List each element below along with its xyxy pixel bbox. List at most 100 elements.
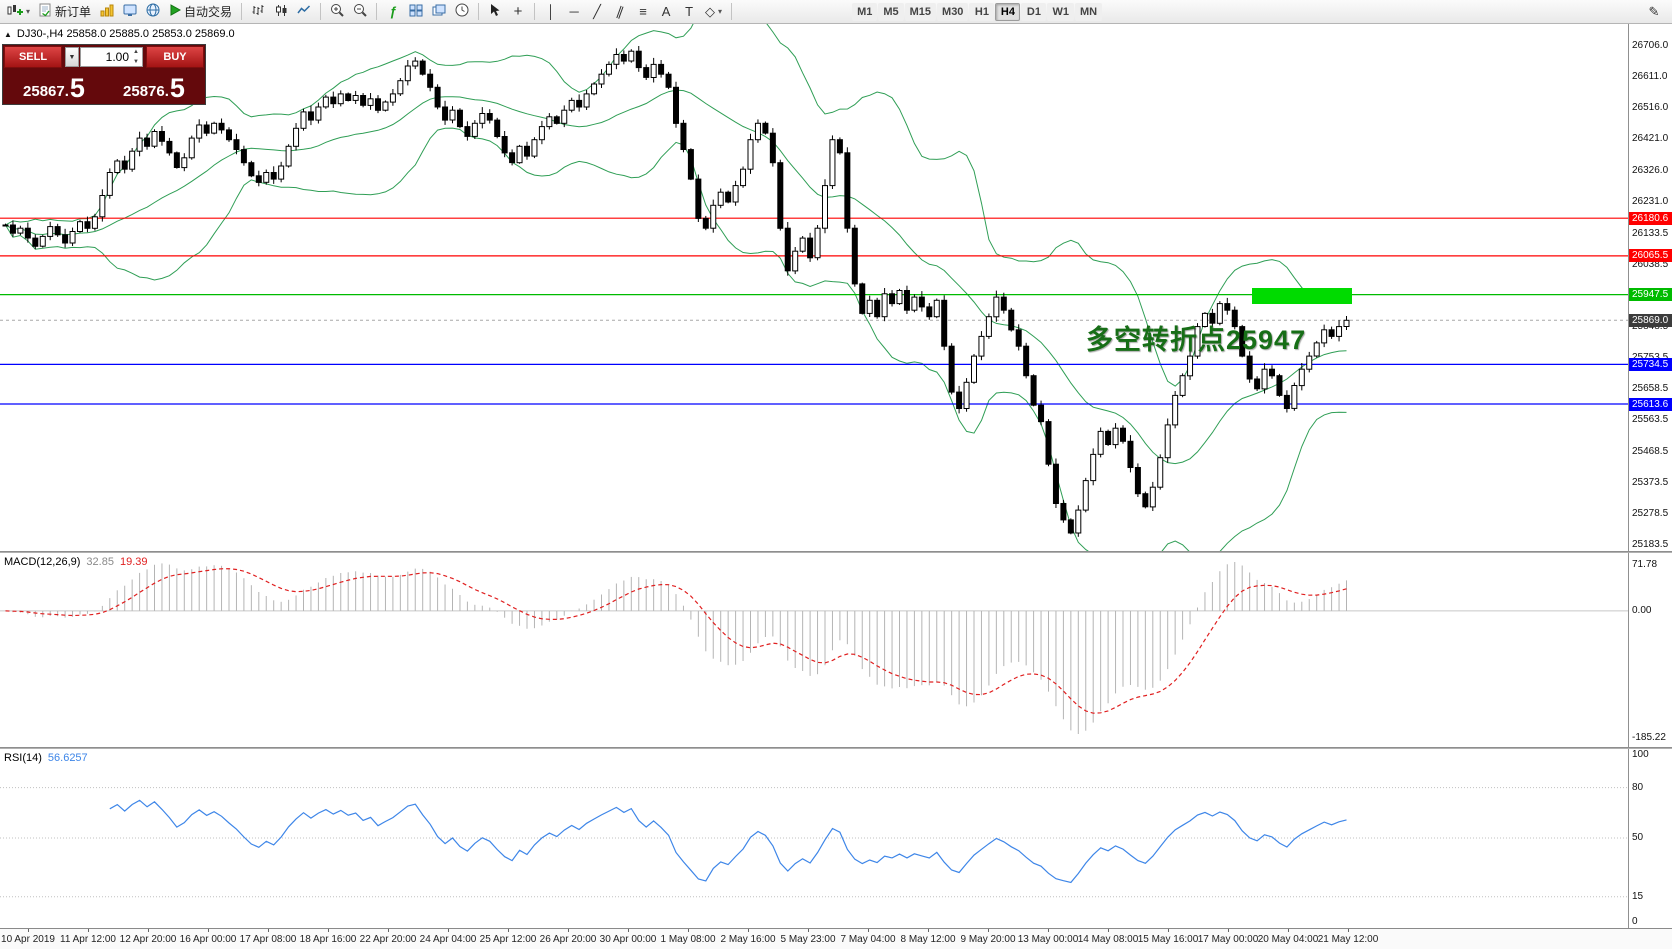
time-axis-label: 22 Apr 20:00 bbox=[359, 934, 417, 945]
time-axis-tick bbox=[1288, 929, 1289, 932]
buy-button[interactable]: BUY bbox=[146, 46, 204, 68]
trendline-button[interactable]: ╱ bbox=[586, 2, 608, 22]
label-button[interactable]: T bbox=[678, 2, 700, 22]
time-axis-tick bbox=[628, 929, 629, 932]
timeframe-m15-button[interactable]: M15 bbox=[904, 2, 937, 21]
data-window-button[interactable] bbox=[119, 2, 141, 22]
channel-button[interactable]: ∥ bbox=[609, 2, 631, 22]
shapes-button[interactable]: ◇ ▾ bbox=[701, 2, 726, 22]
fibonacci-button[interactable]: ≡ bbox=[632, 2, 654, 22]
price-axis-main: 26706.0 26611.0 26516.0 26421.0 26326.0 26231… bbox=[1629, 24, 1672, 551]
y-axis-label: 26038.5 bbox=[1632, 259, 1669, 270]
time-axis-label: 11 Apr 12:00 bbox=[60, 934, 116, 945]
buy-button-label: BUY bbox=[163, 51, 187, 63]
timeframe-d1-button[interactable]: D1 bbox=[1021, 2, 1047, 21]
bar-chart-button[interactable] bbox=[247, 2, 269, 22]
auto-scroll-button[interactable] bbox=[451, 2, 473, 22]
time-axis-label: 13 May 00:00 bbox=[1017, 934, 1079, 945]
sell-button[interactable]: SELL bbox=[4, 46, 62, 68]
y-axis-label: 26421.0 bbox=[1632, 133, 1669, 144]
autotrading-play-icon bbox=[169, 4, 182, 19]
time-axis-tick bbox=[268, 929, 269, 932]
tile-windows-button[interactable] bbox=[405, 2, 427, 22]
candlestick-chart-button[interactable] bbox=[270, 2, 292, 22]
chevron-down-icon: ▾ bbox=[718, 7, 723, 16]
crosshair-button[interactable]: + bbox=[507, 2, 529, 22]
zoom-in-button[interactable] bbox=[326, 2, 348, 22]
text-button[interactable]: A bbox=[655, 2, 677, 22]
timeframe-m5-button[interactable]: M5 bbox=[878, 2, 904, 21]
time-axis-tick bbox=[808, 929, 809, 932]
main-chart-panel: ▲ DJ30-,H4 25858.0 25885.0 25853.0 25869… bbox=[0, 24, 1628, 551]
buy-price-big-digit: 5 bbox=[169, 73, 185, 104]
timeframe-w1-button[interactable]: W1 bbox=[1047, 2, 1074, 21]
cascade-windows-button[interactable] bbox=[428, 2, 450, 22]
current-price-badge: 25869.0 bbox=[1629, 314, 1672, 327]
timeframe-h1-button[interactable]: H1 bbox=[969, 2, 995, 21]
y-axis-label: 26231.0 bbox=[1632, 196, 1669, 207]
vertical-line-button[interactable]: │ bbox=[540, 2, 562, 22]
rsi-axis-label: 15 bbox=[1632, 891, 1644, 902]
volume-spinner[interactable]: ▲ ▼ bbox=[131, 49, 141, 65]
chart-marker-icon: ▲ bbox=[4, 29, 12, 39]
sell-price-big-digit: 5 bbox=[69, 73, 85, 104]
time-axis-label: 2 May 16:00 bbox=[720, 934, 776, 945]
y-axis-label: 25563.5 bbox=[1632, 414, 1669, 425]
trendline-icon: ╱ bbox=[593, 4, 601, 19]
time-axis-tick bbox=[1108, 929, 1109, 932]
cursor-button[interactable] bbox=[484, 2, 506, 22]
timeframe-h4-button[interactable]: H4 bbox=[995, 2, 1021, 21]
timeframe-m1-button[interactable]: M1 bbox=[852, 2, 878, 21]
time-axis-label: 20 May 04:00 bbox=[1257, 934, 1319, 945]
time-axis-tick bbox=[748, 929, 749, 932]
time-axis-label: 5 May 23:00 bbox=[780, 934, 836, 945]
new-order-button[interactable]: 新订单 bbox=[35, 2, 95, 22]
price-axis[interactable]: 26706.0 26611.0 26516.0 26421.0 26326.0 26231… bbox=[1628, 24, 1672, 928]
sell-button-label: SELL bbox=[18, 51, 48, 63]
timeframe-m30-button[interactable]: M30 bbox=[937, 2, 969, 21]
shapes-icon: ◇ bbox=[705, 4, 716, 19]
cascade-windows-icon bbox=[432, 4, 446, 20]
autotrading-button[interactable]: 自动交易 bbox=[165, 2, 236, 22]
zoom-out-button[interactable] bbox=[349, 2, 371, 22]
edit-button[interactable]: ✎ bbox=[1643, 2, 1665, 22]
spinner-down-icon: ▼ bbox=[133, 59, 139, 65]
rsi-axis-label: 100 bbox=[1632, 749, 1649, 760]
new-order-icon bbox=[39, 3, 52, 20]
time-axis-label: 10 Apr 2019 bbox=[1, 934, 55, 945]
label-tool-icon: T bbox=[685, 4, 694, 19]
volume-input[interactable] bbox=[81, 50, 129, 64]
chevron-down-icon: ▼ bbox=[68, 53, 76, 61]
line-chart-icon bbox=[297, 4, 311, 19]
y-axis-label: 25658.5 bbox=[1632, 383, 1669, 394]
macd-axis-label: 0.00 bbox=[1632, 605, 1652, 616]
main-chart[interactable] bbox=[0, 24, 1628, 551]
sell-price-display[interactable]: 25867. 5 bbox=[4, 69, 104, 103]
market-watch-button[interactable] bbox=[96, 2, 118, 22]
panel-separator[interactable] bbox=[0, 747, 1672, 749]
panel-separator[interactable] bbox=[0, 551, 1672, 553]
time-axis-label: 14 May 08:00 bbox=[1077, 934, 1139, 945]
y-axis-label: 26133.5 bbox=[1632, 228, 1669, 239]
macd-name: MACD(12,26,9) bbox=[4, 556, 81, 568]
indicators-button[interactable]: ƒ bbox=[382, 2, 404, 22]
time-axis-label: 18 Apr 16:00 bbox=[299, 934, 357, 945]
toolbar-separator bbox=[376, 3, 378, 20]
time-axis[interactable]: 10 Apr 2019 11 Apr 12:00 12 Apr 20:00 16 Ap… bbox=[0, 928, 1672, 949]
indicators-icon: ƒ bbox=[389, 4, 397, 19]
one-click-trading-panel: SELL ▼ ▲ ▼ BUY bbox=[2, 44, 206, 105]
horizontal-line-button[interactable]: ─ bbox=[563, 2, 585, 22]
macd-panel: MACD(12,26,9) 32.85 19.39 bbox=[0, 553, 1628, 747]
rsi-chart[interactable] bbox=[0, 749, 1628, 928]
navigator-button[interactable] bbox=[142, 2, 164, 22]
symbol-ohlc-text: DJ30-,H4 25858.0 25885.0 25853.0 25869.0 bbox=[16, 28, 235, 40]
macd-chart[interactable] bbox=[0, 553, 1628, 747]
volume-dropdown-button[interactable]: ▼ bbox=[65, 47, 79, 67]
line-chart-button[interactable] bbox=[293, 2, 315, 22]
buy-price-display[interactable]: 25876. 5 bbox=[104, 69, 204, 103]
new-order-label: 新订单 bbox=[55, 5, 92, 19]
price-line-badge: 25947.5 bbox=[1629, 288, 1672, 301]
timeframe-mn-button[interactable]: MN bbox=[1074, 2, 1103, 21]
market-watch-icon bbox=[100, 4, 114, 20]
new-chart-button[interactable]: ▾ bbox=[3, 2, 34, 22]
